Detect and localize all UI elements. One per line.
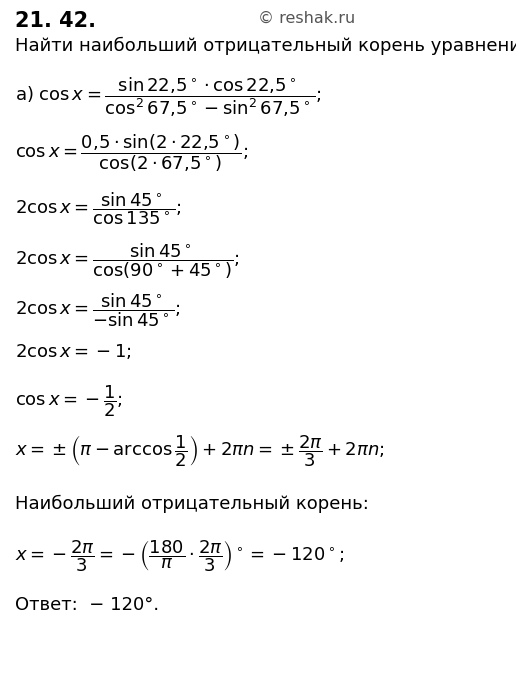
Text: Найти наибольший отрицательный корень уравнения:: Найти наибольший отрицательный корень ур… [15, 36, 516, 55]
Text: $\cos x = \dfrac{0{,}5 \cdot \sin(2 \cdot 22{,}5^\circ)}{\cos(2 \cdot 67{,}5^\ci: $\cos x = \dfrac{0{,}5 \cdot \sin(2 \cdo… [15, 133, 249, 175]
Text: а) $\cos x = \dfrac{\sin 22{,}5^\circ \cdot \cos 22{,}5^\circ}{\cos^2 67{,}5^\ci: а) $\cos x = \dfrac{\sin 22{,}5^\circ \c… [15, 75, 322, 119]
Text: 21. 42.: 21. 42. [15, 11, 96, 31]
Text: $\cos x = -\dfrac{1}{2}$;: $\cos x = -\dfrac{1}{2}$; [15, 383, 123, 419]
Text: $x = \pm\left(\pi - \arccos\dfrac{1}{2}\right) + 2\pi n = \pm\dfrac{2\pi}{3} + 2: $x = \pm\left(\pi - \arccos\dfrac{1}{2}\… [15, 434, 385, 469]
Text: $2 \cos x = -1$;: $2 \cos x = -1$; [15, 342, 132, 362]
Text: Наибольший отрицательный корень:: Наибольший отрицательный корень: [15, 495, 369, 513]
Text: $2 \cos x = \dfrac{\sin 45^\circ}{\cos 135^\circ}$;: $2 \cos x = \dfrac{\sin 45^\circ}{\cos 1… [15, 190, 182, 227]
Text: $x = -\dfrac{2\pi}{3} = -\left(\dfrac{180}{\pi}\cdot\dfrac{2\pi}{3}\right)^\circ: $x = -\dfrac{2\pi}{3} = -\left(\dfrac{18… [15, 538, 344, 575]
Text: $2 \cos x = \dfrac{\sin 45^\circ}{\cos(90^\circ + 45^\circ)}$;: $2 \cos x = \dfrac{\sin 45^\circ}{\cos(9… [15, 241, 240, 281]
Text: Ответ:  − 120°.: Ответ: − 120°. [15, 596, 159, 614]
Text: $2 \cos x = \dfrac{\sin 45^\circ}{-\sin 45^\circ}$;: $2 \cos x = \dfrac{\sin 45^\circ}{-\sin … [15, 292, 181, 329]
Text: © reshak.ru: © reshak.ru [257, 11, 355, 26]
